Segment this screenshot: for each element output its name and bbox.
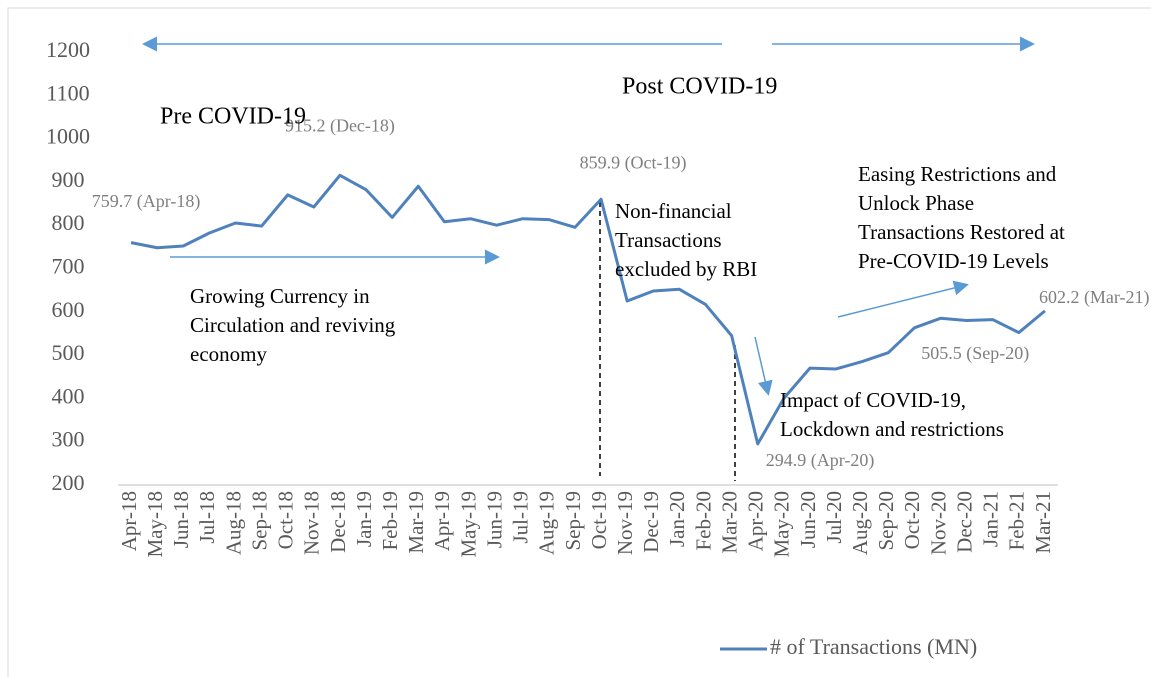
x-tick-label: Apr-18 bbox=[117, 491, 141, 551]
x-tick-label: Jun-19 bbox=[482, 491, 506, 548]
data-label: 505.5 (Sep-20) bbox=[921, 343, 1029, 364]
x-tick-label: Dec-18 bbox=[326, 491, 350, 553]
x-tick-label: Mar-19 bbox=[404, 491, 428, 554]
y-tick-label: 500 bbox=[52, 340, 85, 365]
annotation: economy bbox=[190, 342, 267, 366]
x-tick-label: Jun-20 bbox=[796, 491, 820, 548]
x-tick-label: Feb-21 bbox=[1005, 491, 1029, 551]
x-tick-label: Jun-18 bbox=[169, 491, 193, 548]
x-tick-label: Sep-19 bbox=[561, 491, 585, 551]
x-tick-label: Feb-20 bbox=[691, 491, 715, 551]
y-tick-label: 800 bbox=[52, 210, 85, 235]
annotation: Non-financial bbox=[615, 199, 732, 223]
x-tick-label: Feb-19 bbox=[378, 491, 402, 551]
annotation: Lockdown and restrictions bbox=[780, 417, 1004, 441]
x-tick-label: Aug-20 bbox=[848, 491, 872, 555]
annotation: Unlock Phase bbox=[858, 191, 974, 215]
data-label: 294.9 (Apr-20) bbox=[766, 450, 875, 471]
annotation: Easing Restrictions and bbox=[858, 162, 1057, 186]
annotation: Transactions bbox=[615, 228, 722, 252]
x-tick-label: Jan-20 bbox=[665, 491, 689, 547]
x-tick-label: Mar-20 bbox=[717, 491, 741, 554]
x-tick-label: Dec-19 bbox=[639, 491, 663, 553]
annotation: Growing Currency in bbox=[190, 284, 370, 308]
annotation: Post COVID-19 bbox=[622, 74, 777, 100]
data-label: 602.2 (Mar-21) bbox=[1039, 287, 1150, 308]
y-tick-label: 1000 bbox=[46, 124, 90, 149]
x-tick-label: Jan-21 bbox=[979, 491, 1003, 547]
frame bbox=[7, 7, 1151, 677]
x-tick-label: Sep-20 bbox=[874, 491, 898, 551]
x-tick-label: Aug-18 bbox=[221, 491, 245, 555]
x-tick-label: Jul-19 bbox=[509, 491, 533, 544]
y-tick-label: 600 bbox=[52, 297, 85, 322]
x-tick-label: Mar-21 bbox=[1031, 491, 1055, 554]
annotation: Transactions Restored at bbox=[858, 220, 1065, 244]
y-tick-label: 300 bbox=[52, 427, 85, 452]
arrow bbox=[837, 280, 969, 318]
x-tick-label: May-19 bbox=[456, 491, 480, 558]
y-tick-label: 700 bbox=[52, 254, 85, 279]
annotation: Impact of COVID-19, bbox=[780, 388, 966, 412]
x-tick-label: Dec-20 bbox=[952, 491, 976, 553]
data-label: 759.7 (Apr-18) bbox=[92, 191, 201, 212]
annotation: Pre COVID-19 bbox=[160, 104, 306, 130]
x-tick-label: Jul-18 bbox=[195, 491, 219, 544]
x-tick-label: Oct-20 bbox=[900, 491, 924, 549]
x-tick-label: Oct-18 bbox=[274, 491, 298, 549]
data-label: 859.9 (Oct-19) bbox=[580, 152, 687, 173]
x-tick-label: May-18 bbox=[143, 491, 167, 558]
x-tick-label: Jul-20 bbox=[822, 491, 846, 544]
decor bbox=[142, 36, 1035, 396]
x-tick-label: May-20 bbox=[770, 491, 794, 558]
data-label: 915.2 (Dec-18) bbox=[285, 115, 395, 136]
x-tick-label: Oct-19 bbox=[587, 491, 611, 549]
annotation: excluded by RBI bbox=[615, 257, 757, 281]
x-tick-label: Apr-20 bbox=[744, 491, 768, 551]
y-tick-label: 1100 bbox=[46, 80, 89, 105]
x-tick-label: Aug-19 bbox=[535, 491, 559, 555]
arrow bbox=[754, 336, 773, 396]
x-tick-label: Nov-19 bbox=[613, 491, 637, 555]
y-tick-label: 200 bbox=[52, 470, 85, 495]
annotation: Pre-COVID-19 Levels bbox=[858, 249, 1049, 273]
y-tick-label: 900 bbox=[52, 167, 85, 192]
x-tick-label: Sep-18 bbox=[247, 491, 271, 551]
legend-label: # of Transactions (MN) bbox=[770, 634, 977, 659]
x-tick-label: Apr-19 bbox=[430, 491, 454, 551]
x-tick-label: Nov-18 bbox=[300, 491, 324, 555]
x-tick-label: Jan-19 bbox=[352, 491, 376, 547]
x-tick-label: Nov-20 bbox=[926, 491, 950, 555]
y-tick-label: 1200 bbox=[46, 37, 90, 62]
annotation: Circulation and reviving bbox=[190, 313, 396, 337]
series-line bbox=[130, 173, 1046, 446]
y-tick-label: 400 bbox=[52, 383, 85, 408]
